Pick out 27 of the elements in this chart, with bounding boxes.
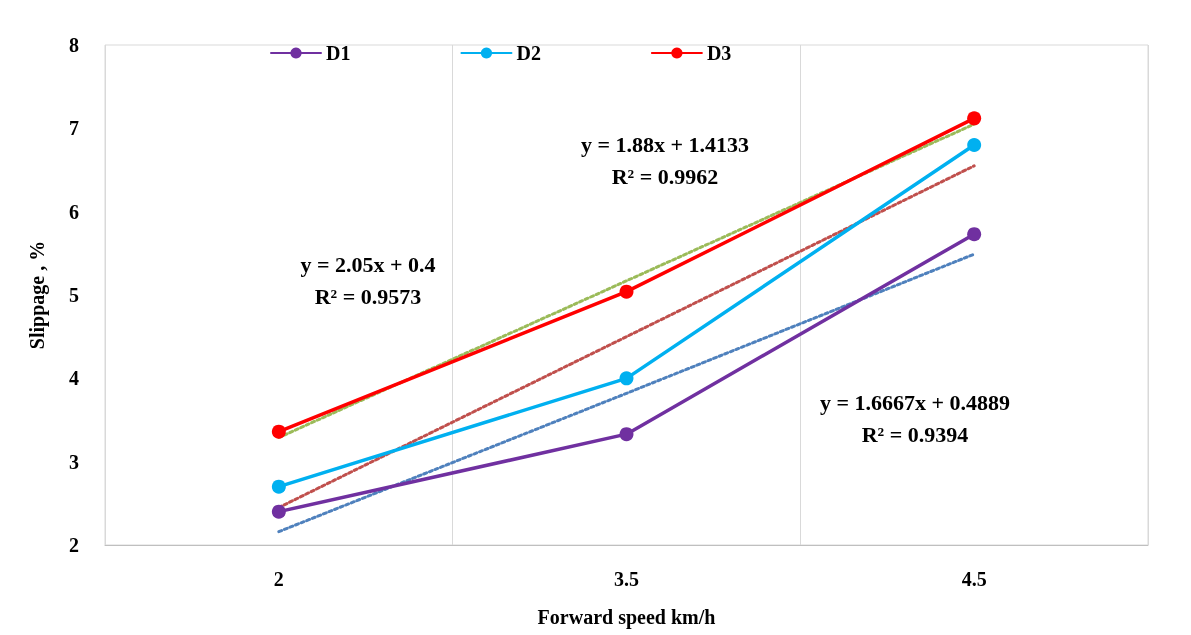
x-axis-title: Forward speed km/h [537,606,716,629]
y-tick-label: 4 [69,367,79,390]
point [619,427,634,442]
y-tick-label: 5 [69,284,79,306]
point [271,424,286,439]
annotation: y = 1.6667x + 0.4889 R² = 0.9394 [819,389,1011,447]
point [271,479,286,494]
point [967,111,982,126]
legend-label: D1 [326,42,351,64]
x-tick-label: 4.5 [961,568,987,590]
y-tick-label: 2 [69,534,79,556]
annotation: y = 1.88x + 1.4133 R² = 0.9962 [580,131,750,189]
y-tick-label: 6 [69,200,79,223]
point [619,284,634,299]
point [967,138,982,152]
y-tick-label: 3 [69,450,79,473]
annotation: y = 2.05x + 0.4 R² = 0.9573 [300,251,436,309]
x-tick-label: 3.5 [614,568,639,590]
y-tick-label: 7 [69,117,79,140]
point [271,504,286,519]
legend-label: D2 [516,42,541,64]
legend-label: D3 [706,42,732,64]
point [967,227,982,242]
y-axis-title: Slippage , % [26,240,49,350]
x-tick-label: 2 [273,568,284,590]
point [619,371,634,386]
y-tick-label: 8 [69,34,79,56]
